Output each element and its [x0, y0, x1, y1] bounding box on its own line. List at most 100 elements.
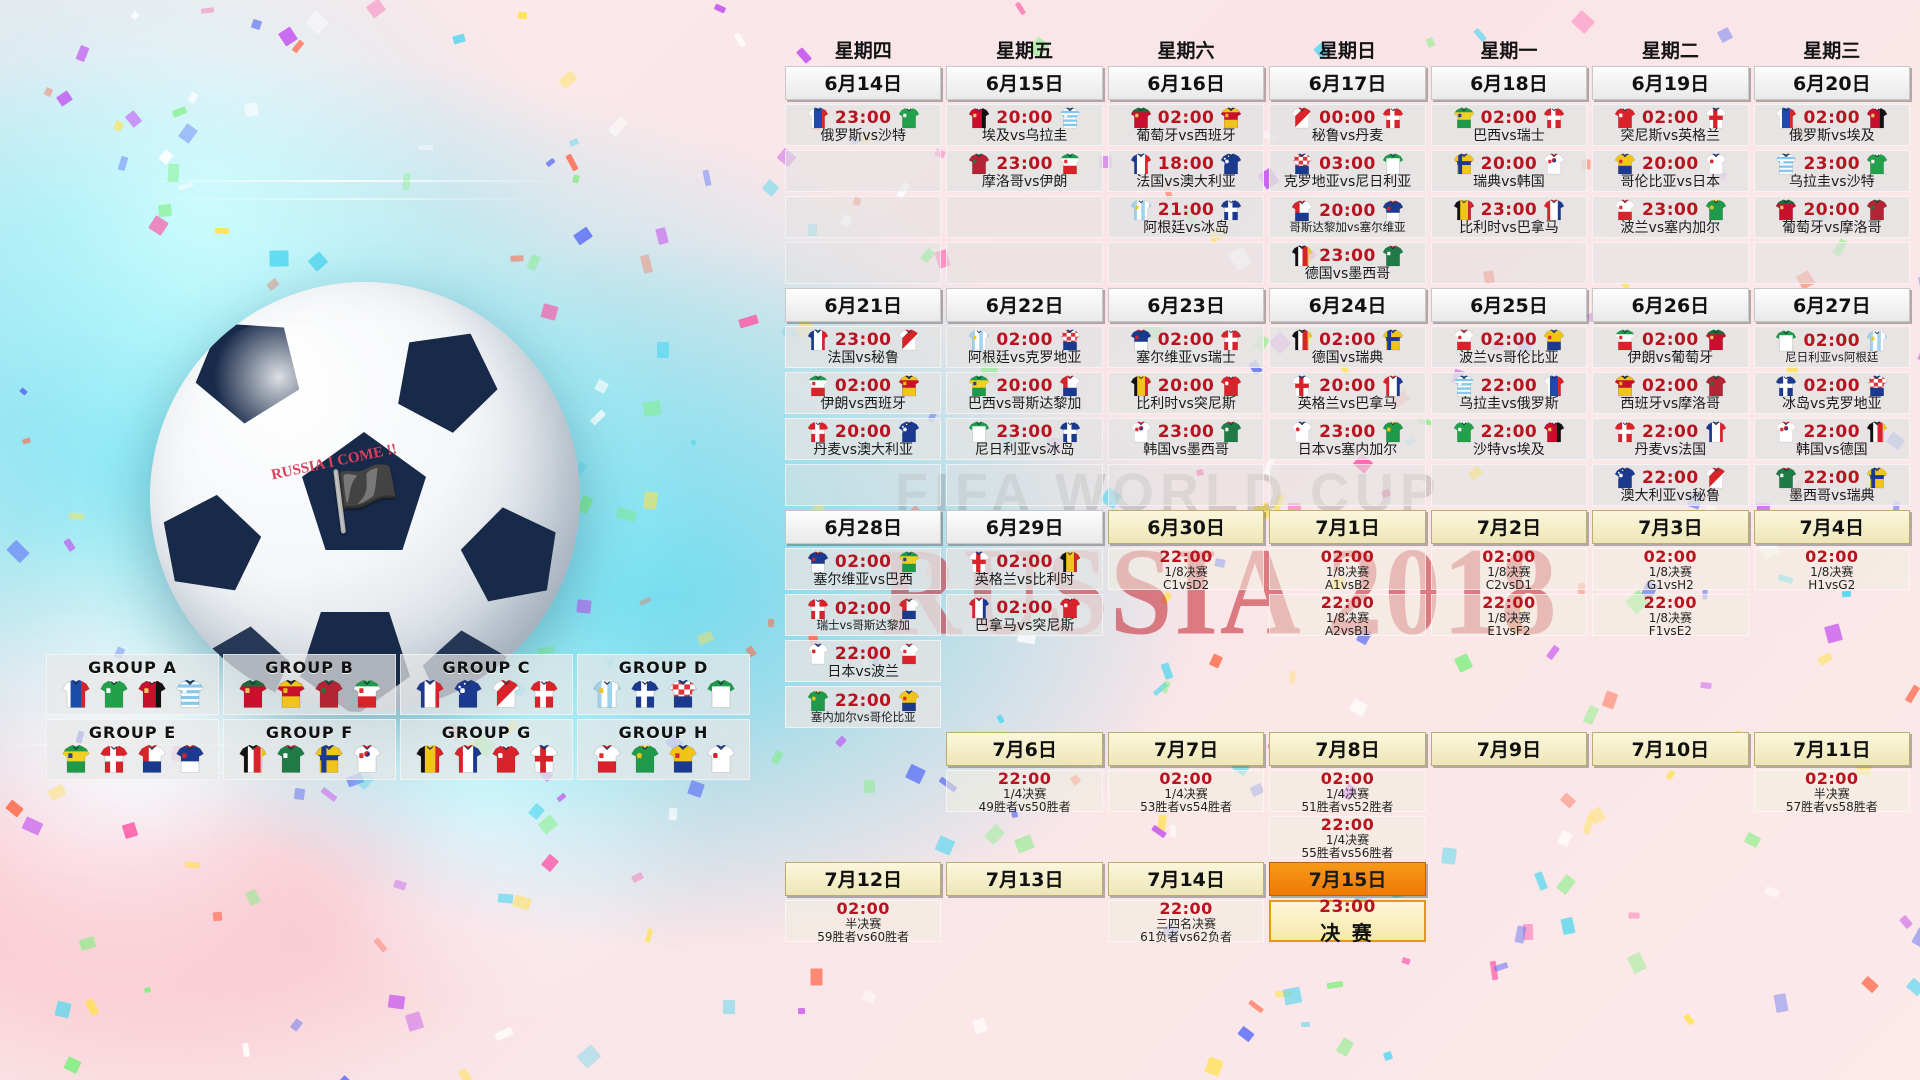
date-tab[interactable]: 6月15日	[946, 66, 1103, 100]
knockout-match-cell[interactable]: 22:00 1/4决赛 49胜者vs50胜者	[946, 769, 1103, 813]
date-tab-knockout[interactable]: 7月7日	[1107, 732, 1265, 766]
date-tab-knockout[interactable]: 7月3日	[1592, 510, 1749, 544]
knockout-match-cell[interactable]: 22:00 1/4决赛 55胜者vs56胜者	[1269, 815, 1426, 859]
match-cell[interactable]: 20:00 英格兰vs巴拿马	[1269, 372, 1426, 414]
date-tab[interactable]: 6月24日	[1269, 288, 1426, 322]
match-cell[interactable]: 02:00 尼日利亚vs阿根廷	[1753, 326, 1910, 368]
group-box-group-f[interactable]: GROUP F	[223, 719, 396, 780]
date-tab[interactable]: 6月21日	[785, 288, 942, 322]
match-cell[interactable]: 22:00 乌拉圭vs俄罗斯	[1430, 372, 1588, 414]
match-cell[interactable]: 23:00 乌拉圭vs沙特	[1753, 150, 1910, 192]
knockout-match-cell[interactable]: 02:00 1/4决赛 51胜者vs52胜者	[1269, 769, 1426, 813]
match-cell[interactable]: 22:00 韩国vs德国	[1753, 418, 1910, 460]
match-cell[interactable]: 02:00 突尼斯vs英格兰	[1592, 104, 1749, 146]
match-cell[interactable]: 20:00 埃及vs乌拉圭	[946, 104, 1103, 146]
match-cell[interactable]: 20:00 哥斯达黎加vs塞尔维亚	[1269, 196, 1426, 238]
match-cell[interactable]: 22:00 沙特vs埃及	[1430, 418, 1588, 460]
match-cell[interactable]: 02:00 俄罗斯vs埃及	[1753, 104, 1910, 146]
date-tab-knockout[interactable]: 7月6日	[946, 732, 1103, 766]
knockout-match-cell[interactable]: 02:00 1/8决赛 G1vsH2	[1592, 547, 1749, 591]
date-tab-final[interactable]: 7月15日	[1269, 862, 1426, 896]
match-cell[interactable]: 23:00 法国vs秘鲁	[785, 326, 942, 368]
match-cell[interactable]: 20:00 葡萄牙vs摩洛哥	[1753, 196, 1910, 238]
knockout-match-cell[interactable]: 22:00 1/8决赛 E1vsF2	[1430, 593, 1588, 637]
match-cell[interactable]: 22:00 日本vs波兰	[785, 640, 942, 682]
match-cell[interactable]: 02:00 阿根廷vs克罗地亚	[946, 326, 1103, 368]
knockout-match-cell[interactable]: 02:00 半决赛 59胜者vs60胜者	[785, 899, 942, 943]
date-tab-knockout[interactable]: 7月10日	[1592, 732, 1749, 766]
match-cell[interactable]: 23:00 摩洛哥vs伊朗	[946, 150, 1103, 192]
date-tab[interactable]: 6月16日	[1107, 66, 1265, 100]
match-cell[interactable]: 23:00 尼日利亚vs冰岛	[946, 418, 1103, 460]
date-tab-knockout[interactable]: 7月9日	[1430, 732, 1588, 766]
match-cell[interactable]: 22:00 墨西哥vs瑞典	[1753, 464, 1910, 506]
match-cell[interactable]: 02:00 西班牙vs摩洛哥	[1592, 372, 1749, 414]
date-tab[interactable]: 6月17日	[1269, 66, 1426, 100]
knockout-match-cell[interactable]: 22:00 1/8决赛 C1vsD2	[1107, 547, 1265, 591]
match-cell[interactable]: 02:00 巴西vs瑞士	[1430, 104, 1588, 146]
group-box-group-d[interactable]: GROUP D	[577, 654, 750, 715]
match-cell[interactable]: 02:00 巴拿马vs突尼斯	[946, 594, 1103, 636]
match-cell[interactable]: 03:00 克罗地亚vs尼日利亚	[1269, 150, 1426, 192]
match-cell[interactable]: 20:00 巴西vs哥斯达黎加	[946, 372, 1103, 414]
match-cell[interactable]: 02:00 冰岛vs克罗地亚	[1753, 372, 1910, 414]
date-tab[interactable]: 6月18日	[1430, 66, 1588, 100]
knockout-match-cell[interactable]: 22:00 1/8决赛 A2vsB1	[1269, 593, 1426, 637]
group-box-group-g[interactable]: GROUP G	[400, 719, 573, 780]
date-tab-knockout[interactable]: 7月13日	[946, 862, 1103, 896]
match-cell[interactable]: 02:00 德国vs瑞典	[1269, 326, 1426, 368]
match-cell[interactable]: 00:00 秘鲁vs丹麦	[1269, 104, 1426, 146]
match-cell[interactable]: 18:00 法国vs澳大利亚	[1107, 150, 1265, 192]
match-cell[interactable]: 22:00 塞内加尔vs哥伦比亚	[785, 686, 942, 728]
match-cell[interactable]: 02:00 葡萄牙vs西班牙	[1107, 104, 1265, 146]
date-tab-knockout[interactable]: 7月12日	[785, 862, 942, 896]
match-cell[interactable]: 23:00 韩国vs墨西哥	[1107, 418, 1265, 460]
match-cell[interactable]: 23:00 德国vs墨西哥	[1269, 242, 1426, 284]
group-box-group-c[interactable]: GROUP C	[400, 654, 573, 715]
group-box-group-e[interactable]: GROUP E	[46, 719, 219, 780]
match-cell[interactable]: 23:00 波兰vs塞内加尔	[1592, 196, 1749, 238]
group-box-group-b[interactable]: GROUP B	[223, 654, 396, 715]
date-tab-knockout[interactable]: 7月2日	[1430, 510, 1588, 544]
date-tab[interactable]: 6月26日	[1592, 288, 1749, 322]
knockout-match-cell[interactable]: 02:00 1/8决赛 H1vsG2	[1753, 547, 1910, 591]
match-cell[interactable]: 23:00 比利时vs巴拿马	[1430, 196, 1588, 238]
date-tab-knockout[interactable]: 6月30日	[1107, 510, 1265, 544]
date-tab-knockout[interactable]: 7月14日	[1107, 862, 1265, 896]
match-cell[interactable]: 02:00 塞尔维亚vs巴西	[785, 548, 942, 590]
knockout-match-cell[interactable]: 22:00 三四名决赛 61负者vs62负者	[1107, 899, 1265, 943]
match-cell[interactable]: 20:00 丹麦vs澳大利亚	[785, 418, 942, 460]
group-box-group-h[interactable]: GROUP H	[577, 719, 750, 780]
date-tab[interactable]: 6月28日	[785, 510, 942, 544]
knockout-match-cell[interactable]: 02:00 1/8决赛 C2vsD1	[1430, 547, 1588, 591]
final-match-cell[interactable]: 23:00 决 赛	[1269, 897, 1426, 945]
date-tab[interactable]: 6月14日	[785, 66, 942, 100]
date-tab-knockout[interactable]: 7月4日	[1753, 510, 1910, 544]
group-box-group-a[interactable]: GROUP A	[46, 654, 219, 715]
match-cell[interactable]: 02:00 伊朗vs西班牙	[785, 372, 942, 414]
match-cell[interactable]: 22:00 澳大利亚vs秘鲁	[1592, 464, 1749, 506]
match-cell[interactable]: 02:00 瑞士vs哥斯达黎加	[785, 594, 942, 636]
date-tab[interactable]: 6月27日	[1753, 288, 1910, 322]
match-cell[interactable]: 20:00 哥伦比亚vs日本	[1592, 150, 1749, 192]
date-tab[interactable]: 6月29日	[946, 510, 1103, 544]
knockout-match-cell[interactable]: 02:00 1/8决赛 A1vsB2	[1269, 547, 1426, 591]
match-cell[interactable]: 02:00 塞尔维亚vs瑞士	[1107, 326, 1265, 368]
match-cell[interactable]: 23:00 俄罗斯vs沙特	[785, 104, 942, 146]
date-tab-knockout[interactable]: 7月8日	[1269, 732, 1426, 766]
match-cell[interactable]: 22:00 丹麦vs法国	[1592, 418, 1749, 460]
match-cell[interactable]: 02:00 伊朗vs葡萄牙	[1592, 326, 1749, 368]
knockout-match-cell[interactable]: 02:00 半决赛 57胜者vs58胜者	[1753, 769, 1910, 813]
match-cell[interactable]: 02:00 英格兰vs比利时	[946, 548, 1103, 590]
date-tab[interactable]: 6月22日	[946, 288, 1103, 322]
match-cell[interactable]: 21:00 阿根廷vs冰岛	[1107, 196, 1265, 238]
date-tab[interactable]: 6月19日	[1592, 66, 1749, 100]
knockout-match-cell[interactable]: 02:00 1/4决赛 53胜者vs54胜者	[1107, 769, 1265, 813]
date-tab-knockout[interactable]: 7月1日	[1269, 510, 1426, 544]
match-cell[interactable]: 02:00 波兰vs哥伦比亚	[1430, 326, 1588, 368]
date-tab[interactable]: 6月20日	[1753, 66, 1910, 100]
knockout-match-cell[interactable]: 22:00 1/8决赛 F1vsE2	[1592, 593, 1749, 637]
match-cell[interactable]: 20:00 瑞典vs韩国	[1430, 150, 1588, 192]
date-tab-knockout[interactable]: 7月11日	[1753, 732, 1910, 766]
match-cell[interactable]: 20:00 比利时vs突尼斯	[1107, 372, 1265, 414]
